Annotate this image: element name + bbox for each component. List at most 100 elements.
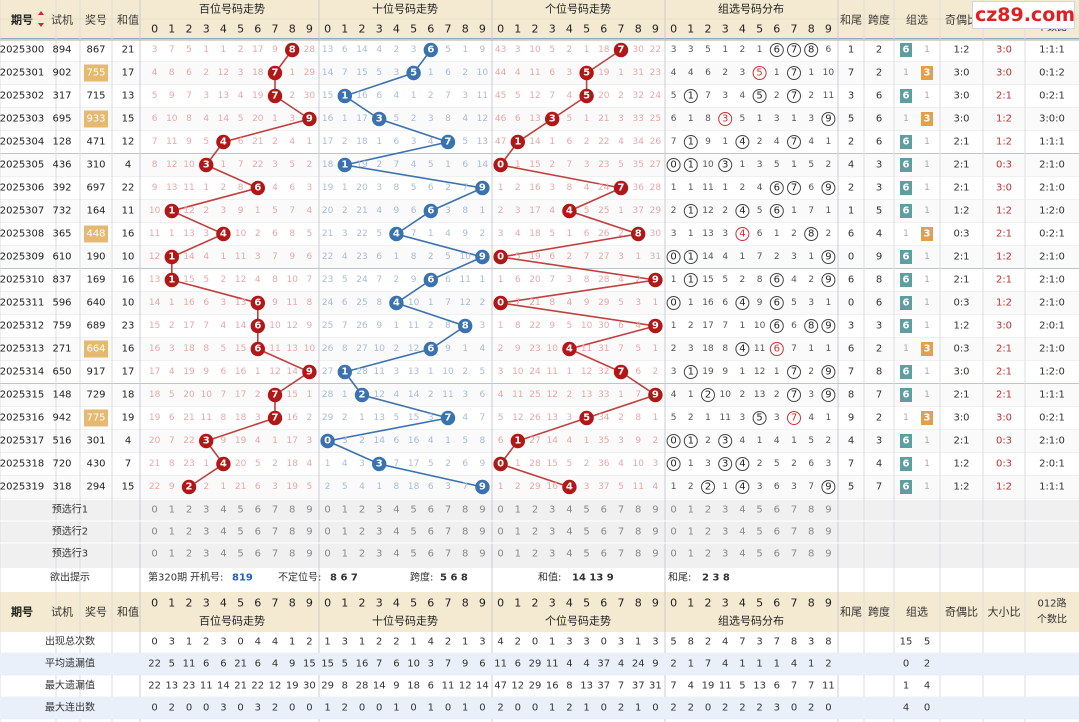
miss-value: 2 [394, 275, 400, 285]
miss-value: 3 [567, 275, 573, 285]
hint-span: 5 6 8 [440, 573, 468, 584]
preselect-digit: 4 [566, 549, 572, 560]
miss-value: 6 [480, 390, 486, 400]
miss-value: 2 [462, 367, 468, 377]
odd-even-cell: 1:2 [953, 459, 969, 470]
miss-value: 12 [183, 206, 194, 216]
group-miss-value: 1 [722, 45, 728, 55]
group-miss-value: 3 [688, 344, 694, 354]
miss-value: 37 [632, 206, 643, 216]
group-ball [804, 227, 819, 241]
miss-value: 1 [515, 160, 521, 170]
preselect-background [0, 500, 1079, 568]
miss-value: 11 [286, 298, 297, 308]
preselect-digit: 0 [324, 527, 330, 538]
miss-value: 28 [650, 183, 662, 193]
miss-value: 5 [203, 137, 209, 147]
group-ball-digit: 3 [722, 459, 728, 470]
group-ball [683, 365, 698, 379]
row-band [0, 153, 1079, 177]
sum-cell: 22 [122, 183, 135, 194]
preselect-digit: 1 [515, 505, 521, 516]
ball-digit: 3 [549, 114, 556, 125]
footer-header-digit: 0 [670, 597, 677, 610]
row-band [0, 475, 1079, 499]
miss-value: 7 [567, 160, 573, 170]
hint-tail-label: 和尾: [668, 572, 691, 584]
miss-value: 6 [394, 137, 400, 147]
preselect-digit: 5 [756, 549, 762, 560]
group-ball-digit: 7 [791, 68, 797, 79]
miss-value: 3 [307, 436, 313, 446]
ball-tens [440, 134, 456, 150]
ratio-012-cell: 0:2:1 [1039, 229, 1065, 240]
prize-number-cell: 755 [86, 68, 105, 79]
miss-value: 4 [618, 459, 624, 469]
miss-value: 3 [238, 68, 244, 78]
group-ball-digit: 7 [791, 367, 797, 378]
preselect-digit: 1 [342, 527, 348, 538]
group-ball [683, 135, 698, 149]
miss-value: 4 [653, 482, 659, 492]
miss-value: 12 [546, 390, 557, 400]
group-ball [787, 135, 801, 149]
miss-value: 1 [169, 229, 175, 239]
miss-value: 6 [445, 68, 451, 78]
group-cell: 6 [903, 367, 910, 378]
miss-value: 15 [183, 275, 194, 285]
preselect-digit: 3 [722, 549, 728, 560]
miss-value: 6 [498, 436, 504, 446]
stat-value: 0 [151, 637, 157, 648]
miss-value: 10 [459, 252, 471, 262]
stat-value: 0 [151, 703, 157, 714]
group-miss-value: 3 [791, 482, 797, 492]
ratio-012-cell: 1:2:0 [1039, 206, 1065, 217]
miss-value: 4 [445, 229, 451, 239]
miss-value: 2 [342, 413, 348, 423]
stat-group-value: 5 [924, 637, 930, 648]
miss-value: 1 [221, 160, 227, 170]
preselect-digit: 4 [220, 549, 226, 560]
miss-value: 9 [307, 321, 313, 331]
miss-value: 5 [445, 252, 451, 262]
site-logo[interactable]: cz89.com [972, 1, 1075, 29]
test-number-cell: 610 [52, 252, 71, 263]
group-miss-value: 3 [774, 413, 780, 423]
test-number-cell: 128 [52, 137, 71, 148]
group-badge [921, 342, 933, 356]
miss-value: 18 [252, 68, 264, 78]
stat-value: 15 [303, 659, 316, 670]
group-miss-value: 7 [671, 137, 677, 147]
header-digit: 4 [566, 23, 573, 36]
group-ball-digit: 9 [825, 321, 831, 332]
group-miss-value: 3 [808, 298, 814, 308]
miss-value: 2 [255, 229, 261, 239]
miss-value: 9 [394, 206, 400, 216]
odd-even-cell: 2:1 [953, 252, 969, 263]
miss-value: 8 [289, 229, 295, 239]
group-ball-digit: 7 [791, 137, 797, 148]
group-ball-digit: 6 [774, 321, 780, 332]
miss-value: 20 [356, 183, 368, 193]
sum-cell: 16 [122, 344, 135, 355]
period-cell: 2025308 [0, 229, 44, 240]
preselect-digit: 7 [272, 527, 278, 538]
miss-value: 28 [322, 390, 334, 400]
group-miss-value: 1 [826, 137, 832, 147]
stat-group-value: 4 [903, 703, 909, 714]
ball-ones [579, 65, 594, 81]
group-miss-value: 3 [808, 114, 814, 124]
group-miss-hint: 1 [924, 436, 930, 446]
stat-value: 2 [618, 703, 624, 714]
miss-value: 26 [322, 344, 334, 354]
miss-value: 30 [598, 321, 610, 331]
group-miss-value: 2 [774, 91, 780, 101]
miss-value: 5 [618, 298, 624, 308]
miss-value: 11 [546, 367, 557, 377]
stat-value: 0 [825, 703, 831, 714]
miss-value: 9 [203, 367, 209, 377]
miss-value: 3 [394, 68, 400, 78]
big-small-cell: 2:1 [996, 367, 1012, 378]
preselect-digit: 4 [393, 505, 399, 516]
group-badge [900, 181, 912, 195]
